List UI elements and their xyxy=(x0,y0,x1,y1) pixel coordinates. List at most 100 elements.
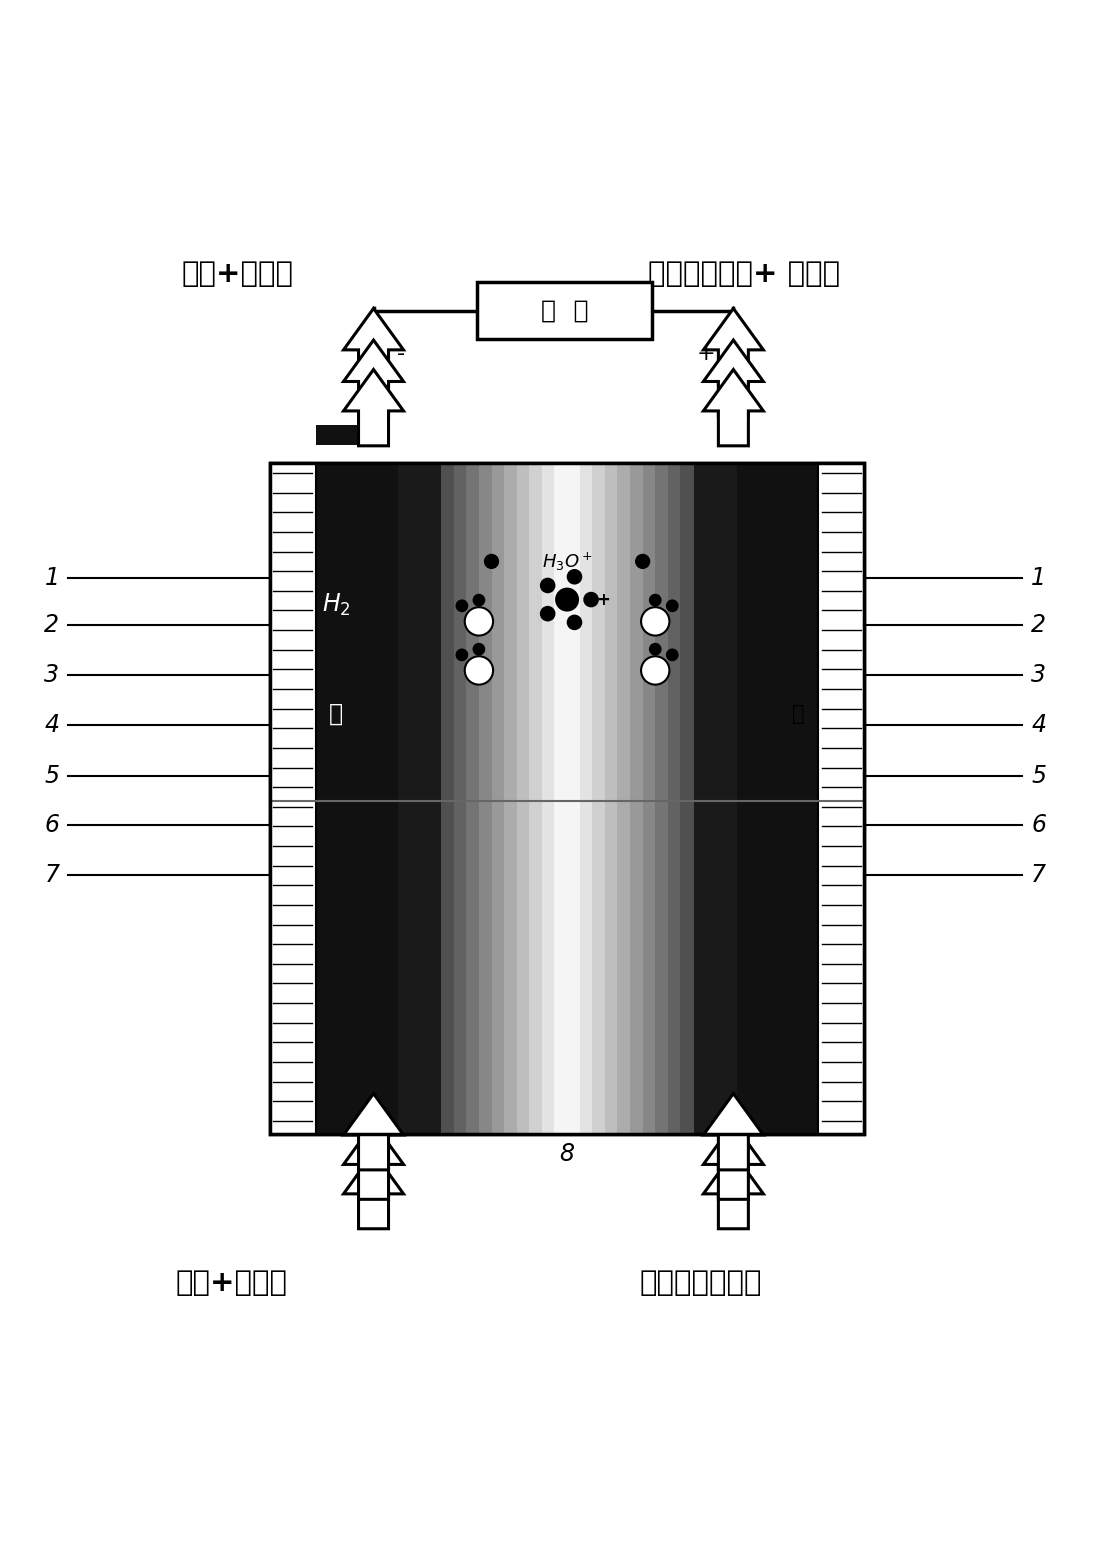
Bar xyxy=(316,753,361,772)
Text: 1: 1 xyxy=(1031,566,1047,589)
Bar xyxy=(270,463,865,1133)
Circle shape xyxy=(641,606,670,636)
Bar xyxy=(529,463,543,1133)
Bar xyxy=(737,463,774,480)
Circle shape xyxy=(666,649,678,661)
Bar xyxy=(516,463,530,1133)
Bar xyxy=(737,935,774,970)
Bar xyxy=(466,463,480,1133)
Bar xyxy=(737,608,774,644)
Bar xyxy=(316,861,361,881)
Bar xyxy=(316,426,361,444)
Bar xyxy=(361,990,398,1024)
Bar xyxy=(454,463,467,1133)
Bar xyxy=(270,463,316,1133)
Bar xyxy=(737,499,774,535)
Text: 6: 6 xyxy=(44,814,59,837)
Circle shape xyxy=(583,592,598,608)
Text: 2: 2 xyxy=(44,613,59,636)
Bar xyxy=(737,990,774,1024)
Bar xyxy=(316,1024,361,1045)
Bar xyxy=(316,1079,361,1099)
Circle shape xyxy=(540,578,556,594)
Bar xyxy=(592,463,606,1133)
Text: 5: 5 xyxy=(44,764,59,789)
Circle shape xyxy=(465,606,493,636)
Bar xyxy=(316,480,361,499)
Circle shape xyxy=(456,599,468,613)
Text: 硃基苯（乙醇）: 硃基苯（乙醇） xyxy=(639,1269,762,1297)
Text: 3: 3 xyxy=(44,663,59,688)
Bar xyxy=(316,915,361,935)
Text: $H_2$: $H_2$ xyxy=(322,592,351,617)
Bar xyxy=(398,463,441,1133)
Polygon shape xyxy=(343,369,403,446)
Bar xyxy=(361,1045,398,1079)
Bar xyxy=(361,663,398,698)
Bar xyxy=(541,463,556,1133)
Circle shape xyxy=(483,553,499,569)
Text: 负  载: 负 载 xyxy=(540,299,589,323)
Bar xyxy=(316,589,361,608)
Bar xyxy=(479,463,492,1133)
Polygon shape xyxy=(704,1152,763,1228)
Circle shape xyxy=(567,569,582,585)
Bar xyxy=(774,463,819,1133)
Bar xyxy=(617,463,631,1133)
Bar xyxy=(630,463,643,1133)
Circle shape xyxy=(472,642,486,656)
Text: +: + xyxy=(697,345,716,365)
Polygon shape xyxy=(343,1093,403,1169)
Bar xyxy=(737,553,774,589)
Text: 6: 6 xyxy=(1031,814,1047,837)
Text: 氢气+水蒸气: 氢气+水蒸气 xyxy=(181,259,294,287)
Bar xyxy=(693,463,737,1133)
Text: 7: 7 xyxy=(1031,864,1047,887)
Bar xyxy=(504,463,517,1133)
Circle shape xyxy=(540,606,556,622)
Circle shape xyxy=(649,594,662,606)
Bar xyxy=(737,1099,774,1133)
Text: $H_3O^+$: $H_3O^+$ xyxy=(541,550,593,572)
Bar xyxy=(681,463,694,1133)
Bar xyxy=(737,826,774,861)
Bar xyxy=(361,463,398,480)
Circle shape xyxy=(555,588,579,611)
Circle shape xyxy=(465,656,493,684)
Text: +: + xyxy=(596,591,610,608)
Text: 8: 8 xyxy=(560,1141,574,1166)
Circle shape xyxy=(666,599,678,613)
Bar xyxy=(642,463,657,1133)
Bar xyxy=(737,772,774,806)
Bar xyxy=(655,463,669,1133)
Bar xyxy=(477,282,652,338)
Bar xyxy=(361,608,398,644)
Bar xyxy=(361,935,398,970)
Bar xyxy=(441,463,455,1133)
Bar xyxy=(361,553,398,589)
Text: 苯胺（乙醇）+ 副产物: 苯胺（乙醇）+ 副产物 xyxy=(648,259,841,287)
Bar xyxy=(316,806,361,826)
Text: 水: 水 xyxy=(329,702,343,726)
Polygon shape xyxy=(704,1122,763,1199)
Bar xyxy=(491,463,505,1133)
Text: 3: 3 xyxy=(1031,663,1047,688)
Text: 7: 7 xyxy=(44,864,59,887)
Text: -: - xyxy=(397,345,404,365)
Bar xyxy=(316,644,361,663)
Polygon shape xyxy=(343,340,403,416)
Polygon shape xyxy=(343,309,403,385)
Text: 2: 2 xyxy=(1031,613,1047,636)
Bar xyxy=(361,826,398,861)
Bar xyxy=(316,698,361,717)
Bar xyxy=(361,881,398,915)
Bar xyxy=(605,463,618,1133)
Bar xyxy=(737,717,774,753)
Circle shape xyxy=(456,649,468,661)
Bar xyxy=(580,463,593,1133)
Text: 水: 水 xyxy=(791,705,804,723)
Text: 4: 4 xyxy=(1031,712,1047,737)
Bar xyxy=(555,463,568,1133)
Bar xyxy=(737,1045,774,1079)
Polygon shape xyxy=(343,1152,403,1228)
